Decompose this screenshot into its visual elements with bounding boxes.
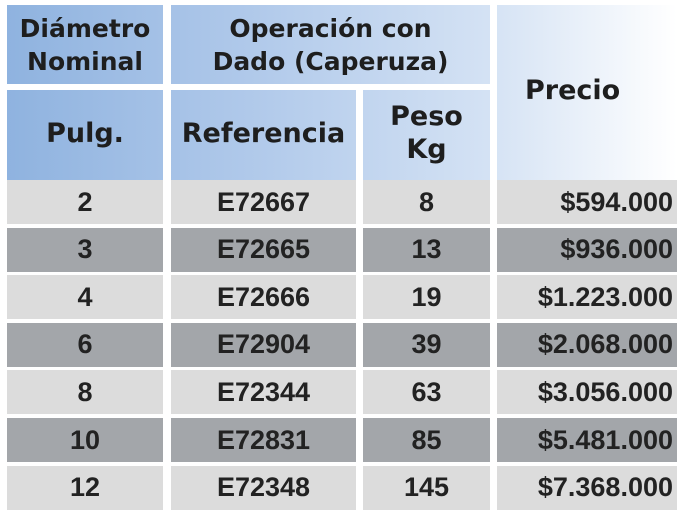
cell-peso: 85	[363, 418, 490, 462]
cell-precio: $3.056.000	[497, 370, 677, 415]
cell-pulg: 8	[7, 370, 163, 415]
cell-referencia: E72666	[171, 275, 356, 320]
divider	[0, 84, 490, 90]
cell-precio: $936.000	[497, 227, 677, 272]
cell-peso: 13	[363, 227, 490, 272]
cell-peso: 63	[363, 370, 490, 415]
cell-referencia: E72665	[171, 227, 356, 272]
header-pulg: Pulg.	[46, 117, 124, 149]
cell-referencia: E72904	[171, 322, 356, 367]
cell-precio: $2.068.000	[497, 322, 677, 367]
cell-peso: 145	[363, 465, 490, 510]
cell-precio: $7.368.000	[497, 465, 677, 510]
cell-precio: $1.223.000	[497, 275, 677, 320]
header-background	[0, 0, 677, 180]
cell-pulg: 2	[7, 180, 163, 224]
header-precio: Precio	[525, 75, 621, 106]
cell-pulg: 6	[7, 322, 163, 367]
cell-referencia: E72344	[171, 370, 356, 415]
cell-referencia: E72667	[171, 180, 356, 224]
cell-peso: 19	[363, 275, 490, 320]
divider	[356, 90, 363, 180]
header-operacion: Operación con Dado (Caperuza)	[212, 13, 449, 76]
cell-peso: 39	[363, 322, 490, 367]
cell-referencia: E72348	[171, 465, 356, 510]
cell-precio: $594.000	[497, 180, 677, 224]
cell-pulg: 4	[7, 275, 163, 320]
cell-pulg: 10	[7, 418, 163, 462]
header-peso: Peso Kg	[390, 101, 463, 165]
divider	[0, 0, 7, 180]
divider	[0, 0, 677, 5]
cell-pulg: 12	[7, 465, 163, 510]
header-diametro-nominal: Diámetro Nominal	[19, 13, 151, 76]
divider	[490, 0, 497, 180]
cell-peso: 8	[363, 180, 490, 224]
cell-precio: $5.481.000	[497, 418, 677, 462]
header-referencia: Referencia	[181, 117, 346, 149]
cell-pulg: 3	[7, 227, 163, 272]
divider	[163, 0, 171, 180]
cell-referencia: E72831	[171, 418, 356, 462]
